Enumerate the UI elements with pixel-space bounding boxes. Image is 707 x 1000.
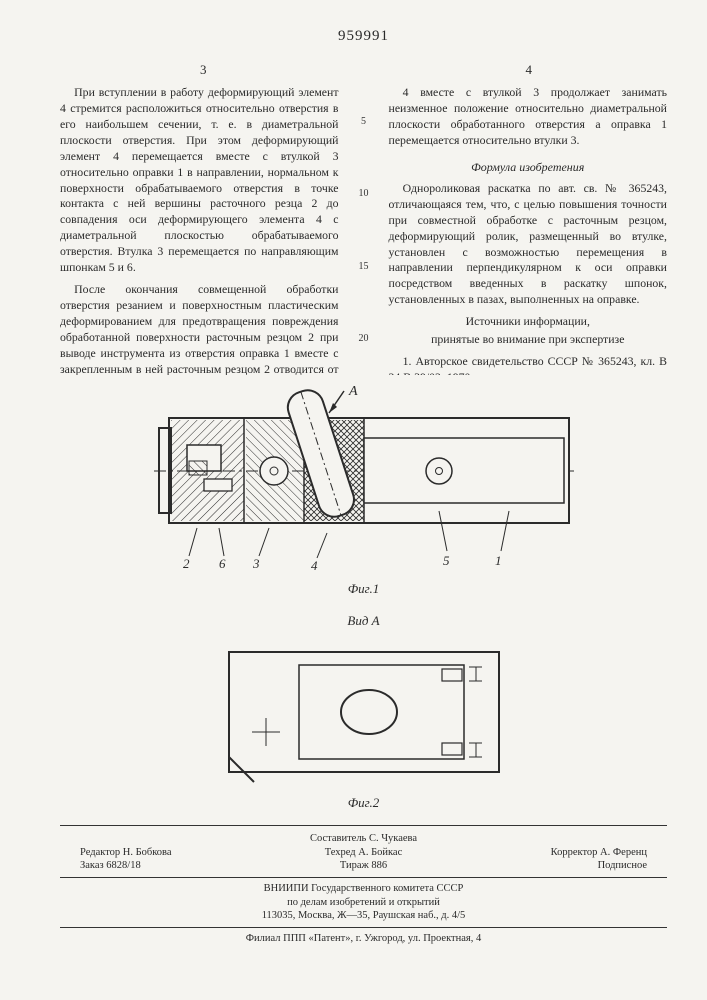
sources-sub: принятые во внимание при экспертизе xyxy=(389,332,668,348)
line-number-gutter: 5 10 15 20 xyxy=(357,85,371,375)
right-paragraph-3: 1. Авторское свидетельство СССР № 365243… xyxy=(389,354,668,375)
svg-text:5: 5 xyxy=(443,553,450,568)
colophon: Составитель С. Чукаева Редактор Н. Бобко… xyxy=(60,832,667,945)
line-number: 10 xyxy=(359,187,369,201)
line-number: 20 xyxy=(359,332,369,346)
column-right: 4 вместе с втулкой 3 продолжает занимать… xyxy=(389,85,668,375)
figures-block: А 2 6 3 4 5 1 Фиг.1 Вид А xyxy=(60,383,667,811)
svg-text:2: 2 xyxy=(183,556,190,571)
colophon-editor: Редактор Н. Бобкова xyxy=(80,846,269,860)
figure-2-caption: Фиг.2 xyxy=(348,795,380,811)
sources-title: Источники информации, xyxy=(389,314,668,330)
colophon-line6: Филиал ППП «Патент», г. Ужгород, ул. Про… xyxy=(60,932,667,946)
line-number: 15 xyxy=(359,260,369,274)
colophon-corrector: Корректор А. Ференц xyxy=(458,846,647,860)
left-paragraph-1: При вступлении в работу деформирующий эл… xyxy=(60,85,339,276)
colophon-line3: ВНИИПИ Государственного комитета СССР xyxy=(60,882,667,896)
left-paragraph-2: После окончания совмещенной обработки от… xyxy=(60,282,339,375)
line-number: 5 xyxy=(361,115,366,129)
figure-2 xyxy=(214,637,514,787)
page-number-right: 4 xyxy=(526,62,533,78)
colophon-tirazh: Тираж 886 xyxy=(269,859,458,873)
right-paragraph-2: Однороликовая раскатка по авт. св. № 365… xyxy=(389,181,668,308)
divider xyxy=(60,825,667,826)
colophon-line4: по делам изобретений и открытий xyxy=(60,896,667,910)
colophon-line5: 113035, Москва, Ж—35, Раушская наб., д. … xyxy=(60,909,667,923)
svg-text:3: 3 xyxy=(252,556,260,571)
text-columns: При вступлении в работу деформирующий эл… xyxy=(60,85,667,375)
formula-title: Формула изобретения xyxy=(389,159,668,175)
colophon-order: Заказ 6828/18 xyxy=(80,859,269,873)
column-left: При вступлении в работу деформирующий эл… xyxy=(60,85,339,375)
document-number: 959991 xyxy=(60,28,667,45)
svg-text:1: 1 xyxy=(495,553,502,568)
figure-1: А 2 6 3 4 5 1 xyxy=(149,383,579,573)
right-paragraph-1: 4 вместе с втулкой 3 продолжает занимать… xyxy=(389,85,668,149)
svg-text:А: А xyxy=(348,384,358,399)
svg-text:6: 6 xyxy=(219,556,226,571)
view-a-label: Вид А xyxy=(347,613,379,629)
svg-text:4: 4 xyxy=(311,558,318,573)
view-arrow-a: А xyxy=(329,384,358,413)
figure-1-caption: Фиг.1 xyxy=(348,581,380,597)
colophon-sub: Подписное xyxy=(458,859,647,873)
page-number-left: 3 xyxy=(200,62,207,78)
colophon-techred: Техред А. Бойкас xyxy=(269,846,458,860)
colophon-compiler: Составитель С. Чукаева xyxy=(60,832,667,846)
